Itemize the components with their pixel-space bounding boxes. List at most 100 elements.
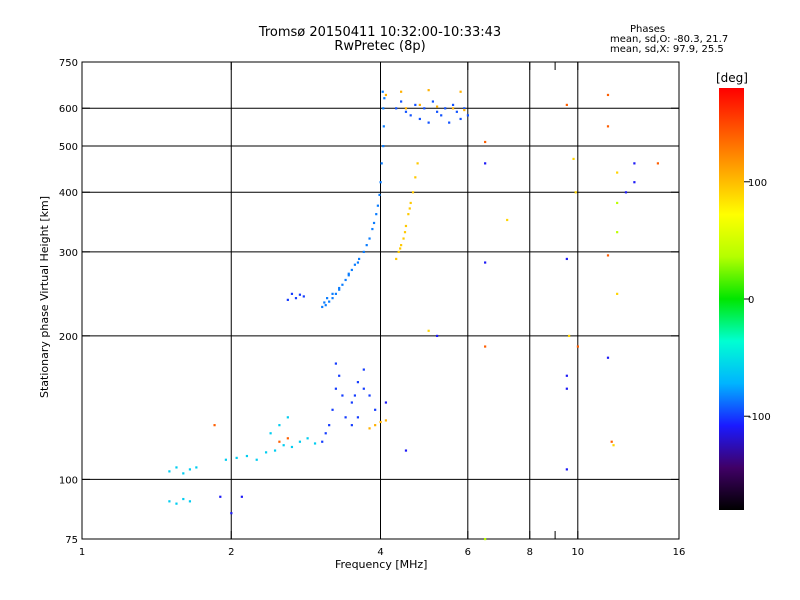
data-point — [255, 458, 258, 461]
x-tick-label: 2 — [228, 547, 234, 558]
data-point — [565, 257, 568, 261]
data-point — [338, 286, 341, 290]
data-point — [372, 221, 376, 225]
y-tick-label: 300 — [59, 248, 78, 259]
data-point — [313, 442, 317, 445]
data-point — [245, 454, 249, 458]
data-point — [610, 440, 613, 443]
data-point — [484, 162, 487, 165]
data-point — [334, 292, 337, 295]
data-point — [463, 108, 466, 112]
data-point — [448, 121, 451, 124]
y-tick-label: 500 — [59, 142, 78, 153]
data-point — [350, 424, 353, 427]
data-point — [633, 181, 636, 184]
data-point — [380, 162, 383, 165]
data-point — [375, 213, 378, 216]
y-tick-label: 75 — [65, 535, 78, 546]
data-point — [175, 502, 178, 505]
data-point — [240, 495, 243, 498]
data-point — [235, 456, 238, 459]
y-tick-label: 600 — [59, 104, 78, 115]
data-point — [382, 125, 385, 128]
data-point — [338, 374, 341, 377]
data-point — [350, 401, 353, 404]
x-axis-label: Frequency [MHz] — [335, 558, 428, 571]
data-point — [484, 140, 487, 144]
data-point — [328, 300, 331, 303]
y-tick-label: 400 — [59, 188, 78, 199]
data-point — [397, 250, 400, 254]
data-point — [409, 114, 412, 117]
x-axis: 1 2 4 6 8 10 16 — [79, 62, 685, 558]
data-point — [273, 449, 277, 452]
phases-title: Phases — [630, 24, 666, 35]
data-point — [565, 468, 568, 471]
data-point — [444, 107, 447, 110]
data-point — [404, 449, 408, 452]
data-point — [168, 470, 171, 473]
data-point — [350, 268, 353, 272]
data-point — [408, 207, 411, 210]
colorbar-label: [deg] — [716, 71, 748, 85]
data-point — [298, 440, 302, 443]
data-point — [286, 416, 289, 419]
data-point — [383, 97, 386, 100]
data-point — [334, 387, 337, 390]
data-point — [323, 301, 326, 304]
chart-subtitle: RwPretec (8p) — [334, 39, 426, 54]
data-point — [431, 100, 435, 103]
data-point — [440, 114, 443, 117]
y-axis: 75 100 200 300 400 500 600 750 — [59, 58, 679, 546]
data-point — [298, 293, 302, 296]
data-point — [195, 466, 198, 469]
data-point — [565, 103, 568, 107]
data-point — [328, 424, 331, 427]
data-point — [356, 381, 360, 384]
data-point — [324, 432, 327, 435]
data-point — [616, 292, 619, 295]
x-tick-label: 4 — [377, 547, 383, 558]
data-point — [382, 107, 385, 110]
data-point — [306, 437, 309, 440]
data-point — [374, 408, 377, 411]
data-point — [290, 292, 294, 295]
data-point — [463, 107, 466, 110]
data-point — [362, 250, 365, 254]
x-tick-label: 6 — [465, 547, 471, 558]
data-point — [224, 458, 227, 461]
data-point — [362, 368, 365, 371]
data-point — [381, 90, 384, 93]
stats-o-mode: mean, sd,O: -80.3, 21.7 — [610, 34, 729, 45]
data-point — [368, 394, 371, 397]
data-point — [656, 162, 660, 165]
data-point — [403, 231, 407, 234]
data-point — [565, 387, 568, 390]
data-point — [606, 254, 610, 257]
stats-x-mode: mean, sd,X: 97.9, 25.5 — [610, 44, 724, 55]
data-point — [326, 297, 329, 300]
data-point — [384, 401, 388, 404]
data-point — [290, 445, 294, 449]
data-point — [616, 231, 619, 234]
data-point — [230, 512, 233, 515]
data-point — [404, 224, 408, 228]
data-point — [572, 157, 575, 161]
data-point — [414, 176, 417, 179]
data-point — [418, 103, 421, 107]
data-point — [353, 263, 357, 266]
data-point — [374, 424, 377, 427]
data-point — [378, 193, 381, 197]
data-point — [612, 444, 615, 447]
data-point — [435, 334, 439, 338]
data-point — [616, 201, 619, 205]
data-point — [344, 416, 347, 419]
data-point — [416, 162, 419, 165]
data-point — [633, 162, 636, 165]
data-point — [384, 93, 388, 97]
data-point — [466, 114, 470, 117]
data-point — [395, 257, 398, 261]
data-point — [168, 500, 171, 503]
data-point — [368, 237, 371, 240]
chart-title: Tromsø 20150411 10:32:00-10:33:43 — [258, 25, 502, 40]
